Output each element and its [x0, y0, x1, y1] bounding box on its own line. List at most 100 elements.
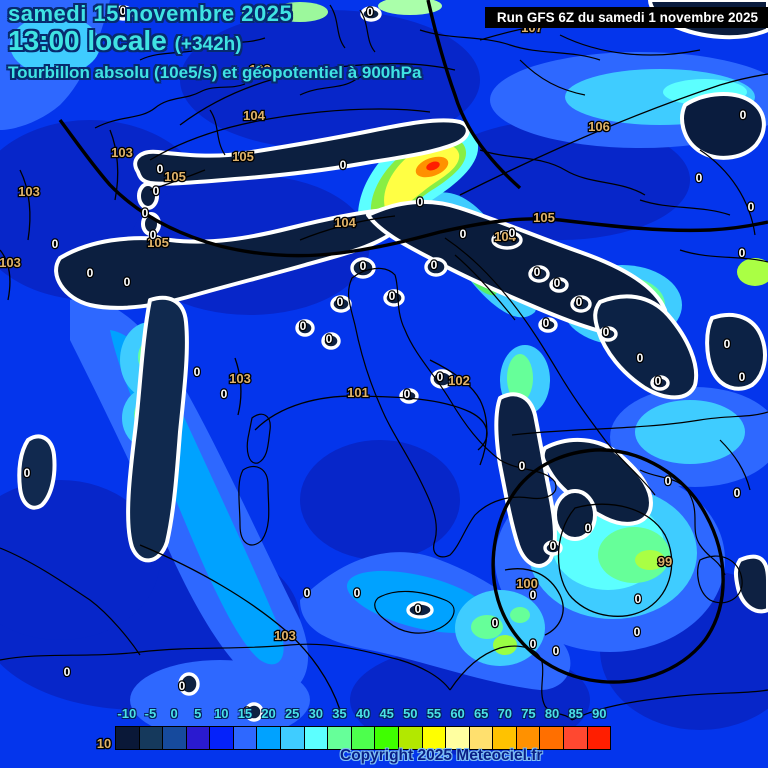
colorbar-cell: [233, 727, 258, 749]
vorticity-zero-label: 0: [179, 679, 186, 693]
colorbar-tick-label: 90: [592, 706, 607, 721]
vorticity-zero-label: 0: [194, 365, 201, 379]
colorbar-tick-label: -5: [144, 706, 157, 721]
vorticity-zero-label: 0: [415, 602, 422, 616]
geopotential-label: 103: [18, 184, 40, 199]
colorbar-cell: [469, 727, 494, 749]
colorbar-cell: [446, 727, 470, 749]
vorticity-zero-label: 0: [304, 586, 311, 600]
vorticity-zero-label: 0: [244, 705, 251, 719]
vorticity-zero-label: 0: [142, 206, 149, 220]
vorticity-zero-label: 0: [739, 370, 746, 384]
colorbar-cell: [210, 727, 234, 749]
vorticity-zero-label: 0: [543, 316, 550, 330]
vorticity-zero-label: 0: [530, 588, 537, 602]
geopotential-label: 102: [448, 373, 470, 388]
geopotential-label: 103: [274, 628, 296, 643]
vorticity-zero-label: 0: [509, 226, 516, 240]
colorbar-tick-label: 0: [170, 706, 178, 721]
colorbar-cell: [163, 727, 187, 749]
colorbar-tick-label: 35: [332, 706, 347, 721]
geopotential-label: 105: [232, 149, 254, 164]
copyright-label: Copyright 2025 Meteociel.fr: [340, 747, 543, 764]
vorticity-zero-label: 0: [534, 265, 541, 279]
vorticity-zero-label: 0: [492, 616, 499, 630]
vorticity-zero-label: 0: [696, 171, 703, 185]
colorbar-cell: [563, 727, 588, 749]
colorbar-tick-label: 55: [426, 706, 442, 721]
colorbar-cell: [493, 727, 517, 749]
colorbar-cell: [398, 727, 423, 749]
geopotential-label: 106: [588, 119, 610, 134]
geopotential-label: 103: [0, 255, 21, 270]
geopotential-label: 99: [658, 554, 672, 569]
colorbar-tick-label: 30: [308, 706, 324, 721]
colorbar-tick-label: -10: [117, 706, 137, 721]
geopotential-label: 10: [97, 736, 111, 751]
vorticity-zero-label: 0: [157, 162, 164, 176]
vorticity-zero-label: 0: [337, 295, 344, 309]
parameter-label: Tourbillon absolu (10e5/s) et géopotenti…: [8, 63, 422, 83]
colorbar-tick-label: 20: [261, 706, 276, 721]
colorbar-cells: [115, 726, 611, 750]
colorbar-cell: [422, 727, 447, 749]
geopotential-label: 101: [347, 385, 369, 400]
colorbar-cell: [328, 727, 352, 749]
colorbar-tick-label: 50: [403, 706, 418, 721]
vorticity-zero-label: 0: [221, 387, 228, 401]
vorticity-zero-label: 0: [637, 351, 644, 365]
geopotential-contours: [0, 0, 768, 711]
vorticity-zero-label: 0: [389, 289, 396, 303]
vorticity-zero-label: 0: [360, 259, 367, 273]
map-labels: 1031041071061031051051031051041041051031…: [0, 3, 756, 753]
geopotential-label: 104: [494, 229, 516, 244]
vorticity-zero-label: 0: [553, 644, 560, 658]
vorticity-zero-label: 0: [340, 158, 347, 172]
vorticity-zero-label: 0: [404, 387, 411, 401]
geopotential-label: 105: [164, 169, 186, 184]
vorticity-zero-label: 0: [24, 466, 31, 480]
vorticity-zero-label: 0: [603, 325, 610, 339]
vorticity-zero-label: 0: [635, 592, 642, 606]
colorbar-cell: [304, 727, 329, 749]
vorticity-zero-label: 0: [52, 237, 59, 251]
vorticity-zero-label: 0: [326, 332, 333, 346]
vorticity-zero-label: 0: [120, 4, 127, 18]
vorticity-zero-label: 0: [554, 276, 561, 290]
vorticity-zero-label: 0: [354, 586, 361, 600]
colorbar-cell: [281, 727, 305, 749]
time-text: 13:00 locale: [8, 25, 167, 57]
vorticity-zero-label: 0: [300, 319, 307, 333]
vorticity-zero-label: 0: [550, 539, 557, 553]
vorticity-zero-label: 0: [530, 637, 537, 651]
geopotential-label: 105: [147, 235, 169, 250]
colorbar-tick-label: 80: [544, 706, 560, 721]
run-info-box: Run GFS 6Z du samedi 1 novembre 2025: [484, 7, 768, 28]
geopotential-label: 104: [243, 108, 265, 123]
vorticity-zero-label: 0: [748, 200, 755, 214]
vorticity-zero-label: 0: [87, 266, 94, 280]
colorbar-cell: [375, 727, 399, 749]
colorbar-tick-label: 40: [355, 706, 371, 721]
vorticity-zero-label: 0: [460, 227, 467, 241]
vorticity-zero-label: 0: [417, 195, 424, 209]
vorticity-zero-label: 0: [431, 258, 438, 272]
vorticity-zero-label: 0: [124, 275, 131, 289]
colorbar-tick-label: 45: [379, 706, 394, 721]
colorbar-tick-label: 25: [284, 706, 300, 721]
geopotential-label: 103: [111, 145, 133, 160]
colorbar-cell: [139, 727, 164, 749]
colorbar-tick-label: 75: [521, 706, 536, 721]
geopotential-label: 105: [533, 210, 555, 225]
vorticity-zero-label: 0: [739, 246, 746, 260]
date-label: samedi 15 novembre 2025: [8, 1, 293, 26]
colorbar-labels: -10 -5 0 5 10 15 20 25 30 35 40 45 50 55 60 65 70 75 80 85 9…: [115, 706, 611, 726]
vorticity-zero-label: 0: [740, 108, 747, 122]
colorbar-cell: [186, 727, 211, 749]
colorbar-scale: -10 -5 0 5 10 15 20 25 30 35 40 45 50 55 60 65 70 75 80 85 9…: [115, 706, 611, 750]
valid-time-label: 13:00 locale (+342h): [8, 26, 421, 55]
colorbar-tick-label: 5: [194, 706, 202, 721]
vorticity-zero-label: 0: [367, 5, 374, 19]
